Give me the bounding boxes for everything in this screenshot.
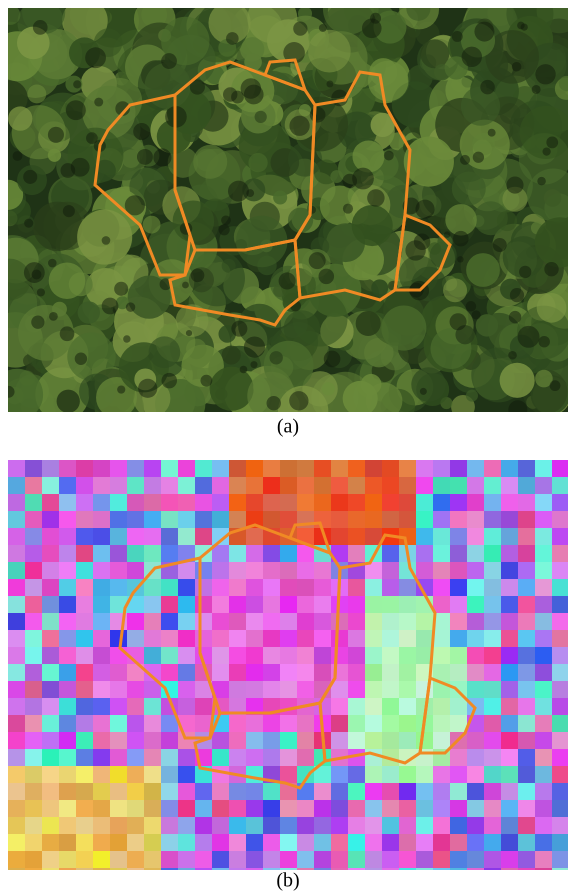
caption: (b) <box>276 870 299 891</box>
caption: (a) <box>277 416 299 438</box>
aerial-image <box>0 0 576 436</box>
figure: (a) (b) <box>0 0 576 891</box>
feature-image <box>8 460 570 886</box>
